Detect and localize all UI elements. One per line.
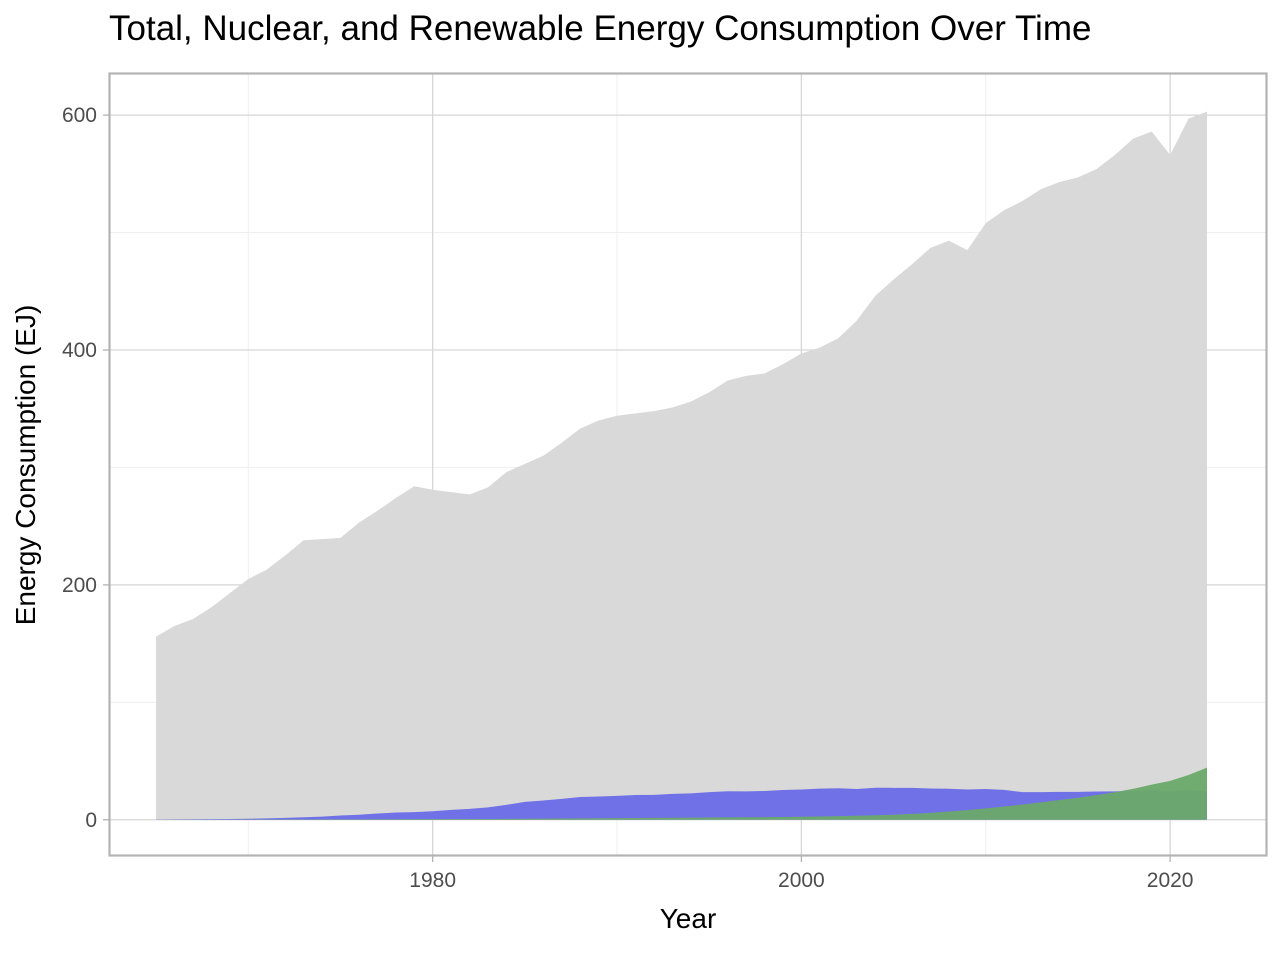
x-axis-title: Year (660, 903, 717, 934)
x-tick-label: 2000 (778, 869, 825, 892)
x-tick-label: 1980 (409, 869, 456, 892)
y-axis-title: Energy Consumption (EJ) (10, 305, 41, 626)
plot-panel-border (108, 72, 1268, 857)
y-tick-label: 400 (62, 339, 97, 362)
chart-title: Total, Nuclear, and Renewable Energy Con… (109, 9, 1091, 48)
total-energy-area (156, 111, 1208, 820)
x-tick-label: 2020 (1147, 869, 1194, 892)
series-areas (156, 111, 1208, 820)
y-tick-label: 600 (62, 104, 97, 127)
axis-ticks: 1980 2000 2020 0 200 400 600 (62, 104, 1194, 892)
y-tick-label: 0 (85, 809, 97, 832)
y-tick-label: 200 (62, 574, 97, 597)
renewable-energy-area (156, 767, 1208, 820)
nuclear-energy-area (156, 787, 1208, 820)
